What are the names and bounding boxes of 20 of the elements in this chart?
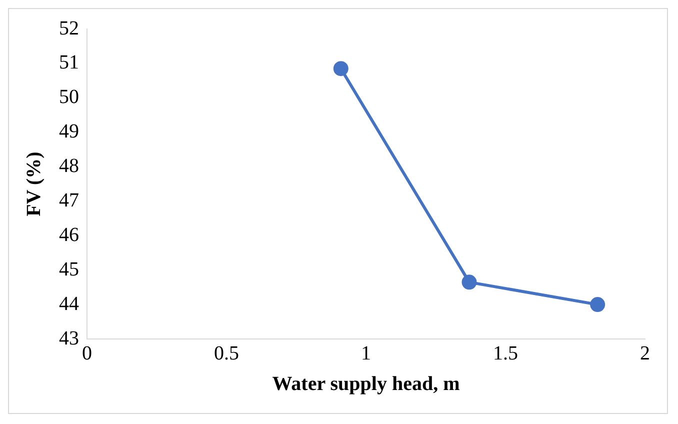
y-tick-label: 43 bbox=[59, 327, 79, 350]
x-tick-label: 1.5 bbox=[493, 342, 518, 364]
x-tick-label: 2 bbox=[640, 342, 650, 364]
x-tick-label: 0.5 bbox=[214, 342, 239, 364]
y-tick-label: 51 bbox=[59, 52, 79, 74]
y-tick-label: 49 bbox=[59, 120, 79, 143]
y-axis-title: FV (%) bbox=[23, 152, 46, 216]
point bbox=[462, 274, 477, 290]
x-tick-label: 0 bbox=[82, 342, 92, 364]
y-tick-label: 44 bbox=[59, 292, 79, 315]
point bbox=[590, 297, 606, 312]
x-tick-label: 1 bbox=[361, 342, 371, 364]
y-tick-label: 50 bbox=[59, 86, 79, 108]
y-tick-label: 45 bbox=[59, 258, 79, 280]
y-tick-label: 47 bbox=[59, 189, 79, 212]
y-tick-label: 48 bbox=[59, 155, 79, 178]
x-axis-title: Water supply head, m bbox=[272, 373, 460, 396]
y-tick-label: 46 bbox=[59, 224, 79, 246]
y-tick-label: 52 bbox=[59, 17, 79, 40]
point bbox=[333, 61, 348, 76]
